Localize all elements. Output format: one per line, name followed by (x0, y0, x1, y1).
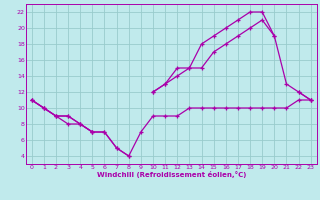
X-axis label: Windchill (Refroidissement éolien,°C): Windchill (Refroidissement éolien,°C) (97, 171, 246, 178)
